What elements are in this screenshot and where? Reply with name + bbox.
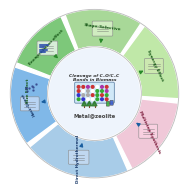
Circle shape	[82, 86, 84, 88]
Wedge shape	[29, 123, 128, 178]
Circle shape	[82, 98, 84, 101]
FancyBboxPatch shape	[106, 101, 109, 106]
Polygon shape	[82, 101, 87, 106]
Circle shape	[82, 90, 84, 92]
Circle shape	[87, 90, 89, 92]
Circle shape	[87, 98, 89, 101]
Circle shape	[87, 94, 89, 96]
Circle shape	[101, 94, 103, 96]
Circle shape	[77, 90, 80, 92]
FancyBboxPatch shape	[37, 41, 58, 55]
Circle shape	[77, 94, 80, 96]
Circle shape	[101, 86, 103, 88]
FancyBboxPatch shape	[68, 150, 89, 164]
Circle shape	[96, 86, 99, 88]
Circle shape	[105, 86, 108, 88]
Wedge shape	[16, 16, 76, 77]
FancyBboxPatch shape	[75, 82, 114, 103]
FancyBboxPatch shape	[20, 97, 39, 111]
Circle shape	[91, 94, 94, 96]
Text: Cleavage of C–O/C–C: Cleavage of C–O/C–C	[69, 74, 120, 78]
Text: Bonds in Biomass: Bonds in Biomass	[73, 77, 116, 82]
Wedge shape	[10, 67, 57, 144]
Text: Encapsulation effect: Encapsulation effect	[28, 29, 64, 66]
Text: Metal@zeolite: Metal@zeolite	[73, 113, 116, 118]
Wedge shape	[122, 26, 179, 99]
Wedge shape	[65, 9, 141, 55]
FancyBboxPatch shape	[145, 58, 163, 73]
Circle shape	[50, 49, 139, 139]
Circle shape	[91, 90, 94, 92]
Text: Size Effect: Size Effect	[26, 79, 30, 103]
Text: Synergy Effect: Synergy Effect	[146, 49, 164, 82]
Circle shape	[96, 98, 99, 101]
Circle shape	[87, 86, 89, 88]
FancyBboxPatch shape	[110, 100, 113, 105]
FancyBboxPatch shape	[92, 21, 113, 36]
Text: Shape-Selective: Shape-Selective	[84, 23, 122, 32]
FancyBboxPatch shape	[139, 124, 158, 138]
Circle shape	[96, 94, 99, 96]
Text: Multistep Synthesis: Multistep Synthesis	[138, 110, 161, 154]
Circle shape	[91, 86, 94, 88]
Circle shape	[48, 47, 141, 140]
Circle shape	[91, 98, 94, 101]
Text: Host-Guest: Host-Guest	[20, 92, 36, 116]
Polygon shape	[92, 101, 97, 106]
Polygon shape	[87, 101, 92, 106]
Circle shape	[105, 90, 108, 92]
Circle shape	[82, 94, 84, 96]
Wedge shape	[115, 99, 178, 169]
Circle shape	[101, 90, 103, 92]
Circle shape	[96, 90, 99, 92]
Circle shape	[77, 98, 80, 101]
Circle shape	[101, 98, 103, 101]
Circle shape	[77, 86, 80, 88]
Circle shape	[105, 94, 108, 96]
Circle shape	[105, 98, 108, 101]
Circle shape	[6, 6, 183, 182]
Text: Direct Hydrothermal: Direct Hydrothermal	[76, 134, 80, 183]
